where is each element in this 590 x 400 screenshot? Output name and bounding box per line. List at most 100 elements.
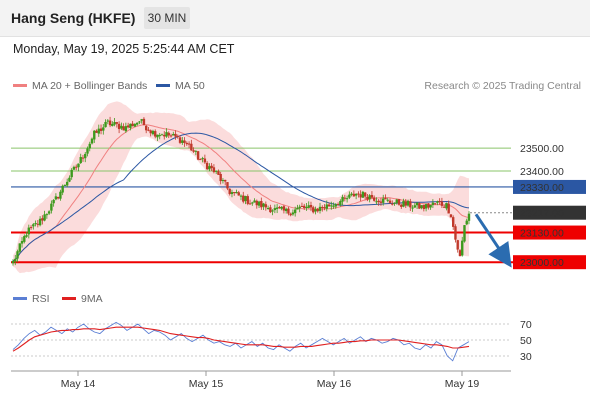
candle-body <box>144 125 148 131</box>
candle-body <box>456 240 459 250</box>
candle-body <box>56 196 60 199</box>
candle-body <box>172 133 175 136</box>
candle-body <box>88 143 91 149</box>
pivot-line-label: 23330.00 <box>520 182 564 194</box>
candle-body <box>176 135 179 137</box>
candle-body <box>95 130 98 133</box>
candle-body <box>368 195 371 200</box>
ma50-swatch <box>156 83 170 87</box>
candle-body <box>357 193 360 195</box>
legend-9ma-label: 9MA <box>81 293 103 305</box>
candle-body <box>402 200 405 207</box>
candle-body <box>348 194 351 198</box>
candle-body <box>361 191 365 198</box>
candle-body <box>359 194 362 198</box>
candle-body <box>38 218 42 226</box>
timestamp: Monday, May 19, 2025 5:25:44 AM CET <box>13 42 235 56</box>
candle-body <box>192 150 195 152</box>
candle-body <box>454 226 457 240</box>
candle-body <box>70 169 73 178</box>
candle-body <box>395 199 398 203</box>
candle-body <box>226 182 229 189</box>
candle-body <box>235 192 238 194</box>
candle-body <box>388 200 392 203</box>
candle-body <box>151 130 155 135</box>
rsi-tick-label: 30 <box>520 351 532 363</box>
candle-body <box>59 191 62 199</box>
candle-body <box>97 128 100 134</box>
candle-body <box>160 134 164 136</box>
candle-body <box>108 120 112 126</box>
candle-body <box>50 203 53 211</box>
candle-body <box>447 203 450 214</box>
candle-body <box>14 258 17 262</box>
candle-body <box>427 203 430 208</box>
candle-body <box>32 224 35 227</box>
candle-body <box>142 118 146 126</box>
candle-body <box>210 165 213 169</box>
candle-body <box>61 185 64 193</box>
candle-body <box>228 188 231 194</box>
candle-body <box>131 123 134 127</box>
candle-body <box>106 120 110 122</box>
candle-body <box>282 206 286 211</box>
candle-body <box>133 124 137 127</box>
candle-body <box>298 206 301 209</box>
candle-body <box>300 206 304 208</box>
candle-body <box>370 195 374 198</box>
candle-body <box>269 207 272 213</box>
candle-body <box>169 135 173 137</box>
candle-body <box>20 240 24 244</box>
candle-body <box>253 200 256 203</box>
candle-body <box>418 203 421 209</box>
candle-body <box>219 173 222 182</box>
candle-body <box>309 204 313 208</box>
candle-body <box>291 212 295 215</box>
legend-ma20: MA 20 + Bollinger Bands <box>13 80 147 92</box>
candle-body <box>196 151 200 160</box>
candle-body <box>135 122 139 125</box>
candle-body <box>163 134 166 137</box>
candle-body <box>352 193 356 197</box>
candle-body <box>93 130 96 140</box>
candle-body <box>354 193 358 196</box>
candle-body <box>406 200 410 206</box>
candle-body <box>194 150 198 152</box>
candle-body <box>330 205 333 207</box>
candle-body <box>29 227 33 229</box>
research-credit: Research © 2025 Trading Central <box>424 80 581 92</box>
candle-body <box>384 197 387 200</box>
candle-body <box>126 125 130 128</box>
timeframe-badge[interactable]: 30 MIN <box>144 7 190 29</box>
legend-9ma: 9MA <box>62 293 103 305</box>
candle-body <box>318 206 322 211</box>
candle-body <box>47 211 51 214</box>
candle-body <box>99 128 103 131</box>
candle-body <box>203 158 207 163</box>
support-line-tag <box>513 255 586 270</box>
candle-body <box>463 225 466 242</box>
candle-body <box>217 171 220 175</box>
candle-body <box>102 127 105 131</box>
candle-body <box>25 235 28 237</box>
candle-body <box>325 204 328 209</box>
candle-body <box>314 209 317 212</box>
candle-body <box>140 119 143 121</box>
ma20-line <box>12 124 470 262</box>
candle-body <box>341 196 344 202</box>
candle-body <box>11 260 15 264</box>
candle-body <box>262 203 265 207</box>
candle-body <box>307 205 310 208</box>
legend-ma50: MA 50 <box>156 80 205 92</box>
candle-body <box>375 201 378 203</box>
candle-body <box>257 201 261 206</box>
candle-body <box>289 213 292 216</box>
candle-body <box>316 208 319 212</box>
candle-body <box>190 143 193 151</box>
candle-body <box>68 177 71 182</box>
candle-body <box>233 192 236 194</box>
candle-body <box>436 201 439 203</box>
candle-body <box>415 202 419 206</box>
candle-body <box>382 198 385 203</box>
